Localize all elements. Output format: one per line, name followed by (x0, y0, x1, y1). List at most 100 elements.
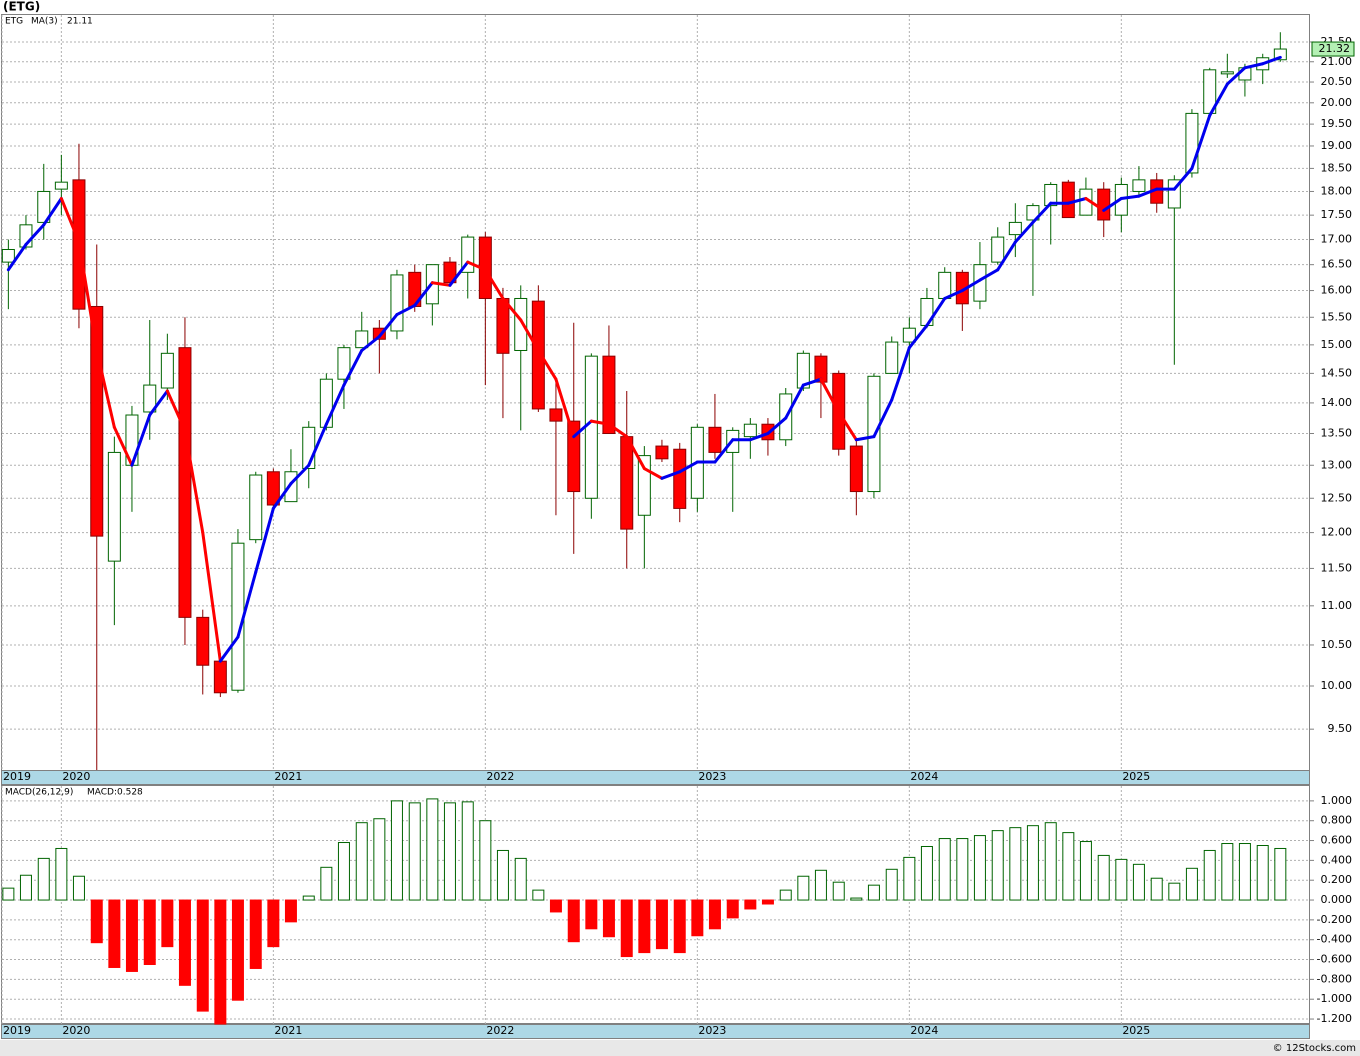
candle-body (902, 327, 916, 343)
candle-body (637, 455, 651, 516)
macd-bar (638, 899, 651, 954)
candle-body (885, 341, 899, 374)
ma-line (148, 389, 169, 417)
macd-bar (585, 899, 598, 930)
ma-line (112, 425, 134, 467)
ma-line (1119, 194, 1141, 200)
candle-body (90, 305, 104, 537)
ma-line (1031, 201, 1053, 224)
y-tick-label: 15.00 (1321, 338, 1353, 351)
ma-line (236, 570, 258, 639)
macd-panel (1, 785, 1310, 1024)
candle-body (620, 436, 634, 530)
ma-line (1243, 62, 1265, 70)
macd-bar (1238, 843, 1251, 901)
ma-line (713, 438, 735, 464)
macd-bar (37, 857, 50, 901)
macd-bar (673, 899, 686, 954)
candle-body (549, 408, 563, 422)
candle-body (938, 271, 952, 299)
x-tick-label: 2024 (910, 1024, 938, 1037)
footer: © 12Stocks.com (1273, 1043, 1356, 1054)
ma-line (183, 428, 205, 535)
candle-body (1220, 71, 1234, 75)
y-tick-label: 1.000 (1321, 794, 1353, 807)
ma-line (24, 223, 46, 247)
candle-body (567, 420, 581, 493)
macd-bar (408, 802, 421, 901)
y-tick-label: -1.200 (1317, 1012, 1352, 1025)
macd-bar (708, 899, 721, 930)
x-tick-label: 2024 (910, 770, 938, 783)
footer-bar (0, 1040, 1360, 1056)
macd-bar (479, 820, 492, 901)
macd-bar (814, 869, 827, 901)
macd-bar (973, 835, 986, 901)
macd-bar (1044, 822, 1057, 901)
ma-line (1172, 166, 1194, 191)
macd-bar (726, 899, 739, 919)
ma-line (978, 268, 1000, 282)
macd-bar (1221, 843, 1234, 901)
macd-bar (956, 838, 969, 901)
x-axis-strip (1, 1024, 1310, 1039)
macd-bar (514, 857, 527, 901)
macd-bar (991, 830, 1004, 901)
macd-bar (1132, 863, 1145, 901)
y-tick-label: 10.50 (1321, 638, 1353, 651)
candle-body (390, 274, 404, 332)
x-tick-label: 2025 (1122, 770, 1150, 783)
y-tick-label: -0.600 (1317, 953, 1352, 966)
y-tick-label: 11.50 (1321, 561, 1353, 574)
ma-line (907, 323, 929, 350)
legend-symbol: ETG (5, 17, 23, 27)
legend-ma: MA(3) (31, 17, 58, 27)
candle-body (284, 471, 298, 503)
candle-body (143, 384, 157, 413)
ma-line (837, 410, 858, 442)
y-tick-label: 14.00 (1321, 396, 1353, 409)
y-tick-label: 17.50 (1321, 208, 1353, 221)
macd-bar (178, 899, 191, 986)
macd-bar (779, 889, 792, 901)
macd-bar (850, 897, 863, 901)
macd-bar (797, 875, 810, 901)
ma-line (572, 419, 593, 439)
macd-bar (744, 899, 757, 910)
macd-title: MACD(26,12,9) (5, 788, 73, 798)
macd-bar (1274, 847, 1287, 901)
y-tick-label: 0.200 (1321, 873, 1353, 886)
x-tick-label: 2019 (3, 770, 31, 783)
macd-bar (337, 842, 350, 901)
y-tick-label: -0.400 (1317, 933, 1352, 946)
ma-line (536, 348, 558, 381)
macd-bar (549, 899, 562, 913)
candle-body (1008, 221, 1022, 236)
candle-body (673, 448, 687, 509)
macd-bar (1115, 858, 1128, 901)
ma-line (1137, 187, 1159, 198)
macd-bar (1026, 825, 1039, 901)
y-tick-label: 14.50 (1321, 366, 1353, 379)
candle-body (1061, 181, 1075, 219)
candle-body (496, 297, 510, 354)
ma-line (1225, 66, 1247, 86)
y-tick-label: 12.50 (1321, 491, 1353, 504)
candle-body (743, 423, 757, 438)
macd-bar (373, 818, 386, 901)
y-tick-label: 18.00 (1321, 184, 1353, 197)
macd-bar (267, 899, 280, 948)
y-tick-label: 0.000 (1321, 893, 1353, 906)
macd-bar (903, 856, 916, 901)
y-tick-label: 18.50 (1321, 161, 1353, 174)
y-tick-label: 13.00 (1321, 458, 1353, 471)
candle-body (160, 352, 174, 389)
candle-body (196, 616, 210, 666)
ma-line (925, 296, 947, 327)
ma-line (660, 470, 682, 480)
candle-body (849, 445, 863, 493)
y-tick-label: 9.50 (1328, 722, 1353, 735)
ma-line (642, 467, 664, 480)
macd-bar (461, 801, 474, 901)
ma-line (1190, 114, 1212, 170)
